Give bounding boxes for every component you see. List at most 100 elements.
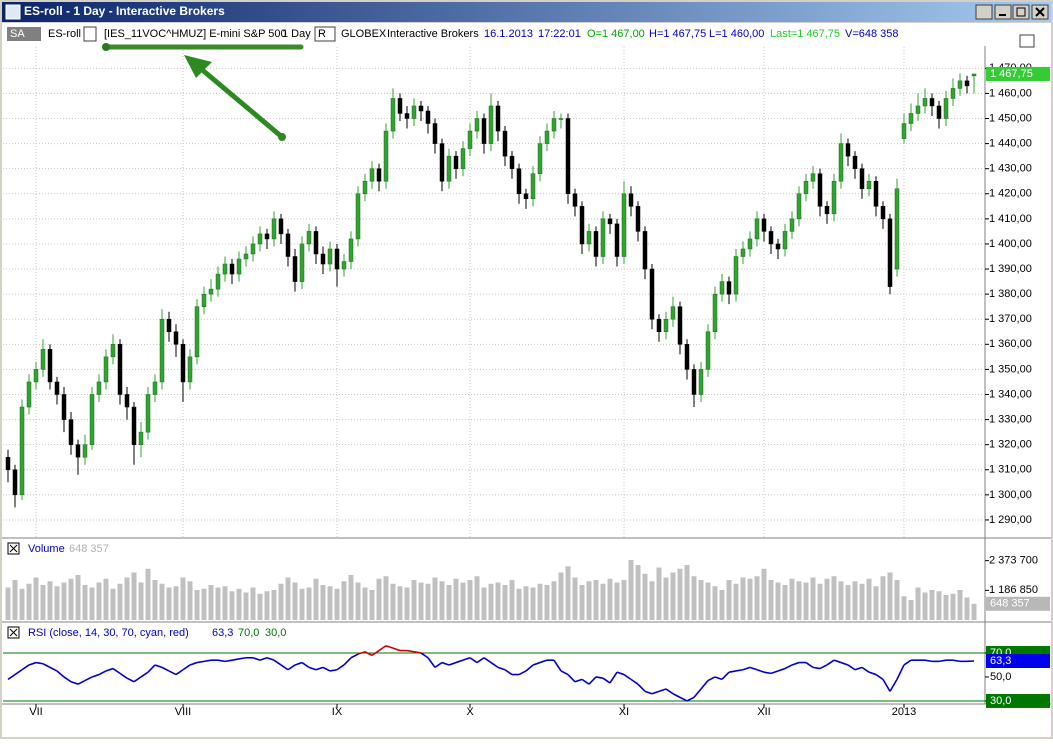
candle-body [881,206,885,219]
volume-bar [447,585,452,620]
volume-bar [454,579,459,620]
candle-body [13,470,17,495]
candle-body [279,219,283,234]
volume-bar [503,585,508,620]
volume-bar [48,581,53,620]
x-tick-label: IX [332,706,343,718]
candle-body [48,349,52,382]
candle-body [944,98,948,118]
candle-body [594,231,598,256]
candle-body [664,319,668,332]
volume-bar [363,588,368,621]
volume-bar [13,580,18,620]
volume-bar [769,580,774,620]
candle-body [69,420,73,445]
candle-body [349,239,353,262]
volume-bar [489,584,494,620]
volume-bar [286,578,291,621]
restore-button[interactable] [976,5,992,19]
volume-bar [139,583,144,621]
window-title: ES-roll - 1 Day - Interactive Brokers [24,4,225,18]
volume-bar [951,594,956,620]
candle-body [874,181,878,206]
candle-body [62,394,66,419]
volume-bar [965,598,970,621]
candle-body [272,219,276,239]
candle-body [391,98,395,131]
candle-body [433,124,437,144]
y-tick-label: 1 410,00 [989,213,1032,225]
candle-body [769,231,773,244]
volume-bar [804,583,809,621]
volume-bar [846,585,851,620]
candle-body [524,194,528,199]
candle-body [867,181,871,189]
volume-bar [55,586,60,620]
candle-body [643,231,647,269]
volume-bar [83,585,88,620]
volume-bar [405,588,410,621]
candle-body [510,156,514,169]
volume-bar [517,589,522,620]
underline-dot [102,43,110,51]
candle-body [629,194,633,207]
volume-bar [160,584,165,620]
volume-bar [888,573,893,621]
volume-bar [580,585,585,620]
candle-body [566,119,570,194]
volume-bar [615,583,620,621]
volume-bar [531,588,536,621]
volume-bar [608,579,613,620]
minimize-button[interactable] [995,5,1011,19]
volume-bar [412,580,417,620]
volume-title: Volume [28,543,65,555]
candle-body [622,194,626,257]
candle-body [384,131,388,181]
rsi-level: 30,0 [265,627,286,639]
candle-body [20,407,24,495]
candle-body [615,224,619,257]
candle-body [797,194,801,219]
y-tick-label: 1 360,00 [989,338,1032,350]
volume-bar [552,581,557,620]
contract-dropdown[interactable] [84,27,96,41]
volume-bar [258,594,263,620]
candle-body [930,98,934,106]
volume-bar [293,583,298,621]
volume-bar [195,590,200,620]
candle-body [580,206,584,244]
x-tick-label: XII [757,706,770,718]
volume-bar [510,580,515,620]
candle-body [888,219,892,287]
volume-bar [706,583,711,621]
x-tick-label: VIII [175,706,192,718]
rsi-current: 63,3 [212,627,233,639]
volume-bar [419,583,424,621]
volume-bar [538,584,543,620]
candle-body [825,206,829,214]
volume-bar [860,584,865,620]
candle-body [300,244,304,282]
candle-body [958,81,962,89]
last-value-label: 1 467,75 [990,68,1033,80]
volume-bar [839,581,844,620]
volume-bar [153,580,158,620]
volume-bar [426,584,431,620]
candle-body [727,282,731,295]
volume-bar [69,579,74,620]
candle-body [671,307,675,320]
y-tick-label: 1 380,00 [989,288,1032,300]
maximize-button[interactable] [1013,5,1029,19]
candle-body [720,282,724,295]
candle-body [230,264,234,274]
rsi-title: RSI (close, 14, 30, 70, cyan, red) [28,627,189,639]
candle-body [139,432,143,445]
candle-body [468,131,472,149]
volume-bar [230,591,235,620]
candle-body [447,156,451,181]
volume-bar [27,584,32,620]
candle-body [937,106,941,119]
volume-bar [958,590,963,620]
y-tick-label: 1 350,00 [989,363,1032,375]
